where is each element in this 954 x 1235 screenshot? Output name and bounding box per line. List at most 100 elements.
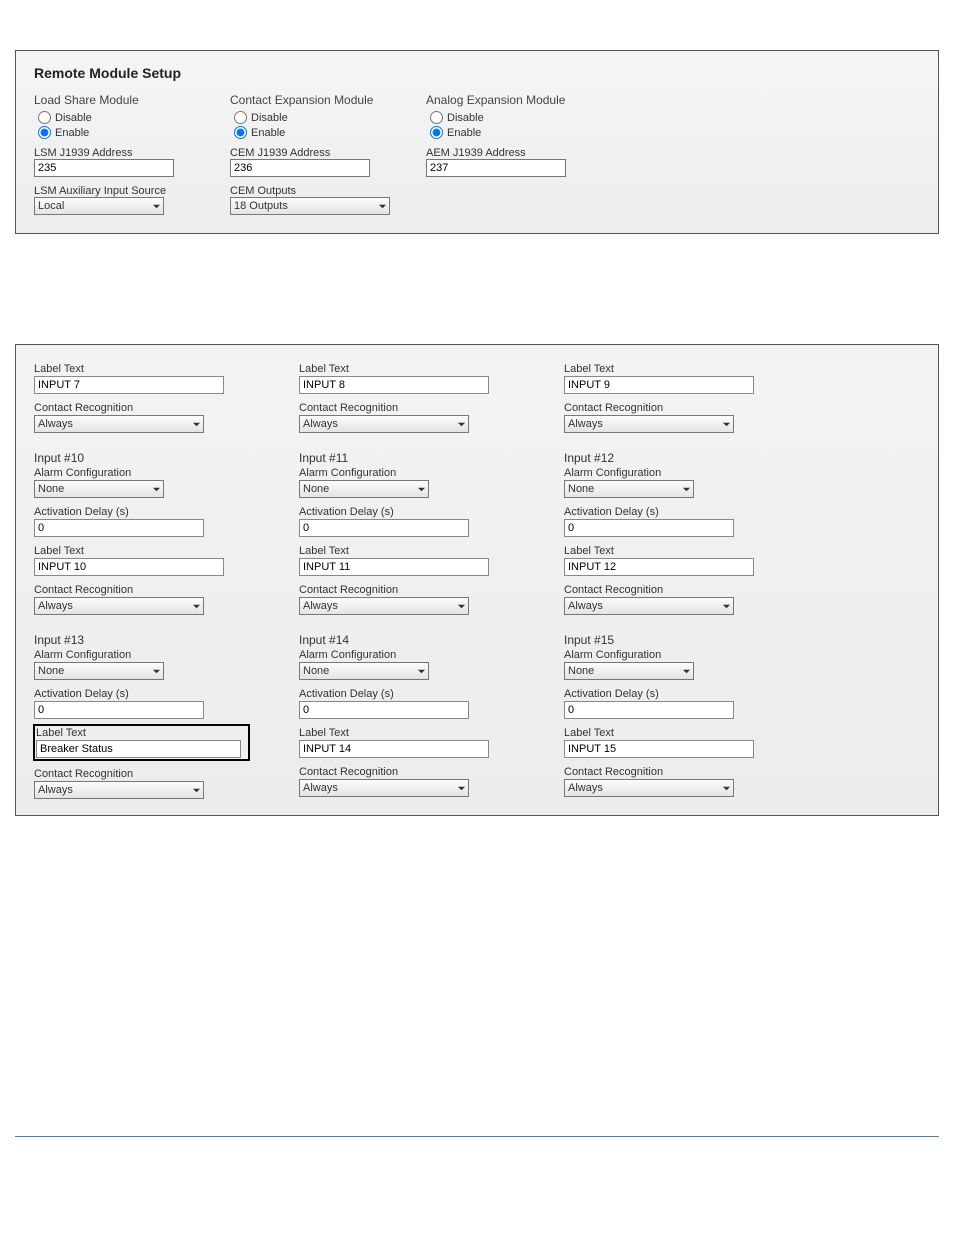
contact-recog-label: Contact Recognition bbox=[299, 584, 564, 596]
label-text-label: Label Text bbox=[564, 727, 829, 739]
activation-delay-input[interactable] bbox=[34, 701, 204, 719]
chevron-down-icon bbox=[192, 420, 201, 429]
inputs-col-2: Label Text Contact Recognition Always In… bbox=[564, 355, 829, 799]
input-title: Input #12 bbox=[564, 451, 829, 465]
alarm-config-label: Alarm Configuration bbox=[299, 467, 564, 479]
alarm-config-select[interactable]: None bbox=[34, 480, 164, 498]
chevron-down-icon bbox=[457, 602, 466, 611]
radio-disable-1[interactable] bbox=[234, 111, 247, 124]
contact-recog-select[interactable]: Always bbox=[299, 779, 469, 797]
chevron-down-icon bbox=[378, 202, 387, 211]
label-text-input[interactable] bbox=[299, 376, 489, 394]
module-name: Analog Expansion Module bbox=[426, 93, 616, 107]
contact-recog-label: Contact Recognition bbox=[564, 766, 829, 778]
alarm-config-label: Alarm Configuration bbox=[34, 649, 299, 661]
aux-input-label: LSM Auxiliary Input Source bbox=[34, 185, 224, 197]
cem-address-input[interactable] bbox=[230, 159, 370, 177]
disable-radio[interactable]: Disable bbox=[34, 111, 224, 124]
label-text-input[interactable] bbox=[299, 558, 489, 576]
lsm-address-input[interactable] bbox=[34, 159, 174, 177]
input-title: Input #15 bbox=[564, 633, 829, 647]
lsm-aux-select[interactable]: Local bbox=[34, 197, 164, 215]
disable-radio[interactable]: Disable bbox=[230, 111, 420, 124]
label-text-input[interactable] bbox=[564, 558, 754, 576]
aem-address-input[interactable] bbox=[426, 159, 566, 177]
enable-radio[interactable]: Enable bbox=[230, 126, 420, 139]
chevron-down-icon bbox=[152, 202, 161, 211]
inputs-col-1: Label Text Contact Recognition Always In… bbox=[299, 355, 564, 799]
enable-radio[interactable]: Enable bbox=[426, 126, 616, 139]
radio-enable-1[interactable] bbox=[234, 126, 247, 139]
chevron-down-icon bbox=[192, 786, 201, 795]
activation-delay-label: Activation Delay (s) bbox=[34, 688, 299, 700]
alarm-config-select[interactable]: None bbox=[564, 480, 694, 498]
chevron-down-icon bbox=[457, 784, 466, 793]
label-text-input[interactable] bbox=[34, 376, 224, 394]
activation-delay-input[interactable] bbox=[299, 519, 469, 537]
alarm-config-label: Alarm Configuration bbox=[34, 467, 299, 479]
contact-recog-select[interactable]: Always bbox=[564, 597, 734, 615]
contact-recog-label: Contact Recognition bbox=[299, 766, 564, 778]
alarm-config-label: Alarm Configuration bbox=[299, 649, 564, 661]
radio-disable-2[interactable] bbox=[430, 111, 443, 124]
label-text-highlight: Label Text bbox=[34, 725, 249, 760]
cem-outputs-label: CEM Outputs bbox=[230, 185, 420, 197]
label-text-input[interactable] bbox=[36, 740, 241, 758]
contact-recog-label: Contact Recognition bbox=[564, 402, 829, 414]
contact-recog-select[interactable]: Always bbox=[34, 415, 204, 433]
module-col-2: Analog Expansion Module Disable Enable A… bbox=[426, 93, 616, 215]
input-title: Input #14 bbox=[299, 633, 564, 647]
input-title: Input #11 bbox=[299, 451, 564, 465]
inputs-panel: Label Text Contact Recognition Always In… bbox=[15, 344, 939, 816]
label-text-label: Label Text bbox=[34, 545, 299, 557]
chevron-down-icon bbox=[457, 420, 466, 429]
contact-recog-label: Contact Recognition bbox=[34, 584, 299, 596]
inputs-grid: Label Text Contact Recognition Always In… bbox=[34, 355, 920, 799]
contact-recog-select[interactable]: Always bbox=[34, 597, 204, 615]
alarm-config-select[interactable]: None bbox=[299, 662, 429, 680]
contact-recog-select[interactable]: Always bbox=[34, 781, 204, 799]
disable-radio[interactable]: Disable bbox=[426, 111, 616, 124]
activation-delay-input[interactable] bbox=[564, 519, 734, 537]
chevron-down-icon bbox=[152, 667, 161, 676]
alarm-config-select[interactable]: None bbox=[34, 662, 164, 680]
module-name: Contact Expansion Module bbox=[230, 93, 420, 107]
input-title: Input #10 bbox=[34, 451, 299, 465]
activation-delay-input[interactable] bbox=[299, 701, 469, 719]
alarm-config-label: Alarm Configuration bbox=[564, 467, 829, 479]
remote-module-setup-panel: Remote Module Setup Load Share Module Di… bbox=[15, 50, 939, 234]
activation-delay-input[interactable] bbox=[34, 519, 204, 537]
contact-recog-select[interactable]: Always bbox=[299, 597, 469, 615]
radio-enable-2[interactable] bbox=[430, 126, 443, 139]
label-text-input[interactable] bbox=[299, 740, 489, 758]
module-row: Load Share Module Disable Enable LSM J19… bbox=[34, 93, 920, 215]
contact-recog-label: Contact Recognition bbox=[564, 584, 829, 596]
label-text-label: Label Text bbox=[564, 545, 829, 557]
enable-radio[interactable]: Enable bbox=[34, 126, 224, 139]
label-text-input[interactable] bbox=[564, 376, 754, 394]
chevron-down-icon bbox=[192, 602, 201, 611]
activation-delay-input[interactable] bbox=[564, 701, 734, 719]
chevron-down-icon bbox=[417, 485, 426, 494]
alarm-config-select[interactable]: None bbox=[564, 662, 694, 680]
activation-delay-label: Activation Delay (s) bbox=[564, 506, 829, 518]
label-text-label: Label Text bbox=[34, 363, 299, 375]
radio-disable-0[interactable] bbox=[38, 111, 51, 124]
chevron-down-icon bbox=[722, 602, 731, 611]
chevron-down-icon bbox=[417, 667, 426, 676]
cem-outputs-select[interactable]: 18 Outputs bbox=[230, 197, 390, 215]
contact-recog-select[interactable]: Always bbox=[564, 415, 734, 433]
radio-enable-0[interactable] bbox=[38, 126, 51, 139]
contact-recog-select[interactable]: Always bbox=[564, 779, 734, 797]
contact-recog-select[interactable]: Always bbox=[299, 415, 469, 433]
alarm-config-select[interactable]: None bbox=[299, 480, 429, 498]
label-text-input[interactable] bbox=[564, 740, 754, 758]
addr-label: LSM J1939 Address bbox=[34, 147, 224, 159]
label-text-input[interactable] bbox=[34, 558, 224, 576]
module-col-1: Contact Expansion Module Disable Enable … bbox=[230, 93, 420, 215]
contact-recog-label: Contact Recognition bbox=[299, 402, 564, 414]
activation-delay-label: Activation Delay (s) bbox=[564, 688, 829, 700]
chevron-down-icon bbox=[152, 485, 161, 494]
label-text-label: Label Text bbox=[36, 727, 247, 739]
activation-delay-label: Activation Delay (s) bbox=[299, 506, 564, 518]
